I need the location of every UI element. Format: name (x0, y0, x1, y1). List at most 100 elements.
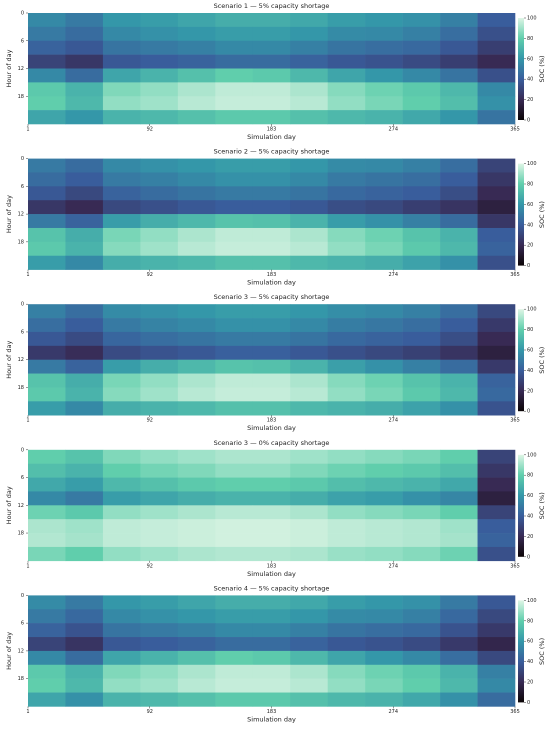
colorbar-tick-label: 60 (527, 56, 533, 62)
heatmap-cell (365, 449, 403, 464)
heatmap-cell (365, 678, 403, 693)
heatmap-cell (290, 40, 328, 55)
heatmap-cell (252, 13, 291, 28)
heatmap-cell (440, 678, 478, 693)
heatmap-cell (102, 609, 141, 624)
heatmap-cell (215, 110, 254, 125)
heatmap-cell (177, 449, 216, 464)
heatmap-cell (215, 158, 254, 173)
heatmap-cell (477, 533, 516, 548)
colorbar-label: SOC (%) (538, 201, 546, 228)
heatmap-cell (215, 68, 254, 83)
heatmap-cell (290, 463, 328, 478)
heatmap-cell (28, 13, 66, 28)
heatmap-cell (140, 214, 179, 229)
heatmap-cell (365, 255, 403, 270)
x-tick-label: 183 (267, 563, 277, 569)
heatmap-cell (440, 505, 478, 520)
x-tick-label: 274 (388, 563, 398, 569)
colorbar-tick-label: 60 (527, 639, 533, 645)
heatmap-cell (65, 345, 104, 360)
heatmap-cell (327, 692, 366, 707)
heatmap-cell (102, 546, 141, 562)
heatmap-cell (252, 401, 291, 416)
heatmap-cell (28, 304, 66, 319)
y-tick-label: 12 (18, 648, 24, 654)
colorbar-tick-label: 100 (527, 16, 537, 22)
heatmap-cell (402, 650, 441, 666)
colorbar (518, 454, 524, 557)
heatmap-cell (252, 623, 291, 638)
heatmap-cell (65, 546, 104, 562)
heatmap-cell (440, 637, 478, 652)
heatmap-cell (252, 214, 291, 229)
heatmap-cell (177, 241, 216, 257)
heatmap-cell (177, 546, 216, 562)
heatmap-cell (102, 692, 141, 707)
y-tick-label: 12 (18, 357, 24, 363)
heatmap-cell (365, 96, 403, 111)
heatmap-cell (215, 505, 254, 520)
heatmap-cell (102, 54, 141, 69)
x-tick-label: 365 (510, 272, 520, 278)
heatmap-cell (365, 505, 403, 520)
heatmap-cell (177, 255, 216, 270)
heatmap-cell (215, 609, 254, 624)
heatmap-cell (252, 82, 291, 97)
heatmap-cell (252, 449, 291, 464)
heatmap-cell (177, 172, 216, 187)
heatmap-cell (215, 318, 254, 333)
chart-panel: Scenario 4 — 5% capacity shortage 1 92 183 2… (5, 584, 546, 723)
heatmap-cell (28, 505, 66, 520)
x-tick-label: 274 (388, 709, 398, 715)
heatmap-cell (477, 82, 516, 97)
heatmap-cell (252, 505, 291, 520)
heatmap-cell (252, 241, 291, 257)
heatmap-cell (65, 477, 104, 492)
heatmap-cell (140, 241, 179, 257)
heatmap-cell (102, 345, 141, 360)
heatmap-cell (177, 54, 216, 69)
heatmap-cell (65, 373, 104, 388)
heatmap-cell (290, 533, 328, 548)
heatmap-cell (177, 359, 216, 374)
heatmap-cell (65, 609, 104, 624)
heatmap-cell (140, 533, 179, 548)
heatmap-cell (140, 491, 179, 506)
heatmap-cell (65, 595, 104, 610)
colorbar-tick-label: 0 (527, 263, 530, 269)
heatmap-cell (140, 110, 179, 125)
heatmap-cell (402, 68, 441, 83)
heatmap-cell (365, 373, 403, 388)
heatmap-cell (365, 304, 403, 319)
colorbar-tick-label: 40 (527, 368, 533, 374)
heatmap-cell (102, 241, 141, 257)
heatmap-cell (402, 623, 441, 638)
heatmap-cell (140, 359, 179, 374)
heatmap-cell (65, 214, 104, 229)
y-tick-label: 6 (21, 621, 24, 627)
heatmap-cell (365, 241, 403, 257)
heatmap-cell (440, 110, 478, 125)
x-tick-label: 183 (267, 127, 277, 133)
heatmap-cell (365, 158, 403, 173)
heatmap-cell (327, 519, 366, 534)
heatmap-cell (290, 255, 328, 270)
heatmap-cell (327, 96, 366, 111)
colorbar-tick-label: 100 (527, 161, 537, 167)
heatmap-cell (440, 463, 478, 478)
heatmap-cell (252, 158, 291, 173)
heatmap-cell (215, 463, 254, 478)
heatmap-cell (327, 533, 366, 548)
heatmap-cell (290, 477, 328, 492)
heatmap-cell (327, 13, 366, 28)
heatmap-cell (477, 595, 516, 610)
colorbar-tick-label: 0 (527, 700, 530, 706)
chart-panel: Scenario 1 — 5% capacity shortage 1 92 183 2… (5, 2, 546, 141)
heatmap-cell (215, 401, 254, 416)
heatmap-cell (65, 519, 104, 534)
heatmap-cell (102, 214, 141, 229)
heatmap-cell (215, 519, 254, 534)
heatmap-cell (102, 449, 141, 464)
heatmap-cell (290, 650, 328, 666)
